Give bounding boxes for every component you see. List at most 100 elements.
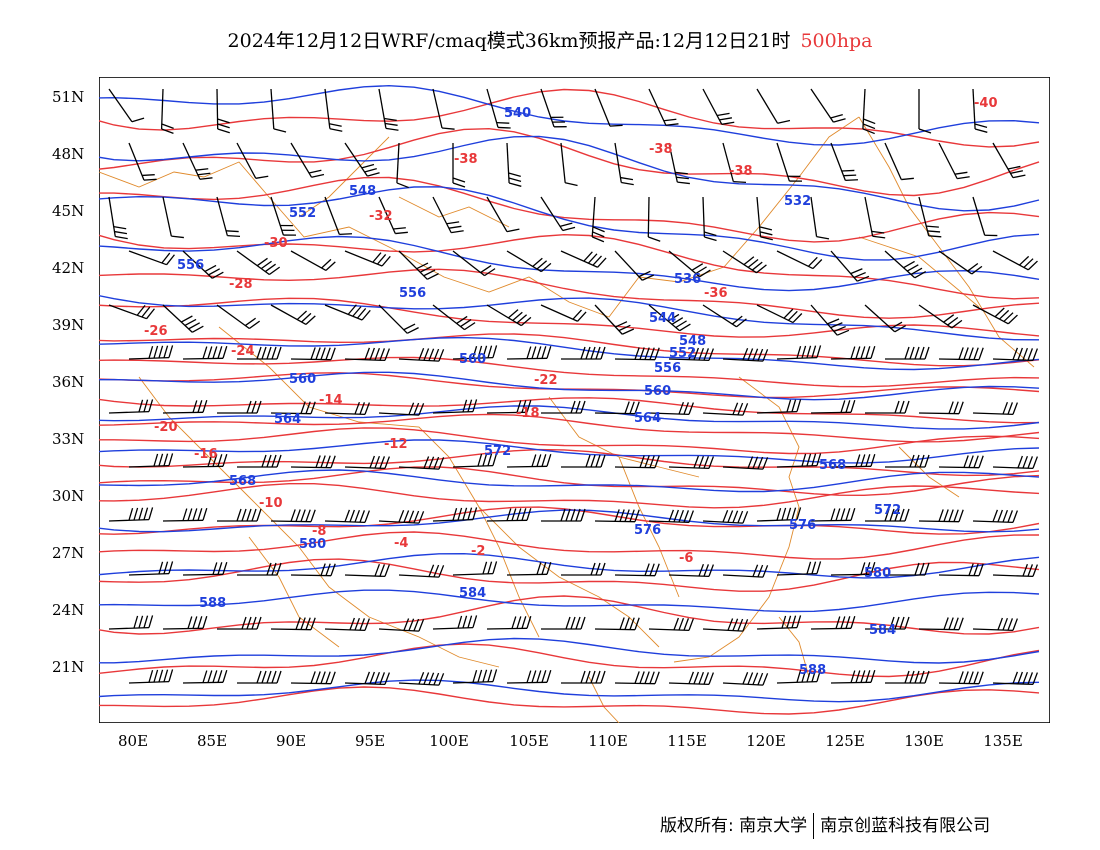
wind-barb bbox=[885, 670, 930, 684]
temperature-isotherm bbox=[99, 176, 1040, 243]
wind-barb bbox=[614, 455, 660, 469]
wind-barb bbox=[452, 143, 466, 188]
map-frame bbox=[99, 77, 1050, 723]
lat-tick-label: 45N bbox=[52, 202, 85, 220]
lat-tick-label: 24N bbox=[52, 601, 85, 619]
temperature-isotherm bbox=[99, 427, 1040, 455]
temperature-isotherm bbox=[99, 558, 1040, 592]
wind-barb bbox=[864, 196, 886, 239]
wind-barb bbox=[378, 304, 419, 334]
wind-barb bbox=[506, 562, 552, 576]
wind-barb bbox=[378, 402, 425, 416]
temperature-contour-label: -12 bbox=[384, 437, 408, 452]
wind-barb bbox=[216, 196, 241, 238]
wind-barb bbox=[865, 400, 910, 414]
temperature-isotherm bbox=[99, 448, 1040, 477]
wind-barb bbox=[594, 617, 640, 631]
wind-barb bbox=[702, 510, 749, 524]
wind-barb bbox=[270, 196, 297, 236]
height-isoline bbox=[99, 439, 1040, 464]
wind-barb bbox=[432, 507, 478, 522]
wind-barb bbox=[270, 88, 287, 133]
height-contour-label: 552 bbox=[669, 346, 696, 361]
wind-barb bbox=[506, 142, 522, 187]
wind-barb bbox=[324, 304, 371, 321]
temperature-contour-label: -2 bbox=[471, 544, 485, 559]
wind-barb bbox=[290, 142, 325, 178]
temperature-contour-label: -38 bbox=[649, 142, 673, 157]
border-line bbox=[588, 676, 620, 723]
wind-barb bbox=[972, 509, 1019, 524]
wind-barb bbox=[992, 142, 1026, 179]
height-contour-label: 584 bbox=[869, 623, 896, 638]
border-line bbox=[858, 236, 980, 308]
wind-barb bbox=[756, 196, 773, 241]
wind-barb bbox=[972, 401, 1019, 416]
wind-barb bbox=[561, 454, 606, 468]
wind-barb bbox=[776, 250, 823, 270]
wind-barb bbox=[452, 345, 498, 360]
wind-barb bbox=[182, 142, 213, 180]
wind-barb bbox=[452, 453, 498, 468]
wind-barb bbox=[452, 250, 496, 277]
height-contour-label: 564 bbox=[634, 411, 661, 426]
wind-barb bbox=[561, 346, 606, 360]
wind-barb bbox=[830, 142, 859, 181]
wind-barb bbox=[324, 509, 371, 524]
wind-barb bbox=[344, 671, 391, 686]
wind-barb bbox=[324, 401, 371, 416]
wind-barb bbox=[972, 88, 988, 133]
border-line bbox=[858, 116, 1035, 368]
wind-barb bbox=[541, 616, 586, 630]
wind-barb bbox=[486, 616, 532, 630]
wind-barb bbox=[776, 142, 803, 182]
wind-barb bbox=[668, 142, 690, 185]
wind-barb bbox=[506, 670, 552, 684]
wind-barb bbox=[594, 509, 640, 523]
wind-barb bbox=[702, 402, 749, 416]
wind-barb bbox=[862, 88, 876, 135]
wind-barb bbox=[486, 304, 532, 327]
wind-barb bbox=[128, 453, 174, 468]
wind-barb bbox=[972, 617, 1019, 632]
wind-barb bbox=[237, 562, 282, 576]
wind-barb bbox=[756, 88, 791, 124]
wind-barb bbox=[992, 671, 1039, 686]
lat-tick-label: 33N bbox=[52, 430, 85, 448]
temperature-contour-label: -28 bbox=[229, 277, 253, 292]
wind-barb bbox=[270, 401, 316, 415]
wind-barb bbox=[648, 617, 695, 632]
wind-barb bbox=[614, 250, 655, 281]
wind-barb bbox=[217, 508, 262, 522]
wind-barb bbox=[561, 670, 606, 684]
lon-tick-label: 135E bbox=[983, 732, 1023, 750]
height-contour-label: 548 bbox=[349, 184, 376, 199]
wind-barb bbox=[162, 508, 208, 522]
temperature-isotherm bbox=[99, 483, 1040, 509]
wind-barb bbox=[108, 88, 145, 123]
weather-map: 5405485525565565605605645685725765805845… bbox=[99, 77, 1050, 723]
wind-barb bbox=[722, 672, 769, 686]
temperature-contours bbox=[99, 88, 1040, 715]
wind-barb bbox=[938, 347, 984, 361]
height-contour-label: 588 bbox=[199, 596, 226, 611]
contour-labels: 5405485525565565605605645685725765805845… bbox=[144, 96, 998, 678]
wind-barb bbox=[830, 562, 876, 576]
wind-barb bbox=[344, 142, 380, 177]
chart-title: 2024年12月12日WRF/cmaq模式36km预报产品:12月12日21时 5… bbox=[0, 26, 1100, 53]
wind-barb bbox=[344, 455, 391, 470]
wind-barb bbox=[702, 618, 749, 632]
wind-barb bbox=[992, 563, 1039, 578]
wind-barb bbox=[972, 304, 1018, 325]
wind-barb bbox=[290, 671, 336, 685]
wind-barb bbox=[756, 507, 802, 522]
wind-barb bbox=[830, 346, 876, 360]
height-contour-label: 560 bbox=[459, 352, 486, 367]
temperature-isotherm bbox=[99, 127, 1040, 197]
height-contour-label: 556 bbox=[177, 258, 204, 273]
temperature-contour-label: -38 bbox=[729, 164, 753, 179]
temperature-contour-label: -24 bbox=[231, 344, 255, 359]
wind-barb bbox=[938, 142, 970, 180]
height-contour-label: 580 bbox=[864, 566, 891, 581]
lon-tick-label: 120E bbox=[746, 732, 786, 750]
